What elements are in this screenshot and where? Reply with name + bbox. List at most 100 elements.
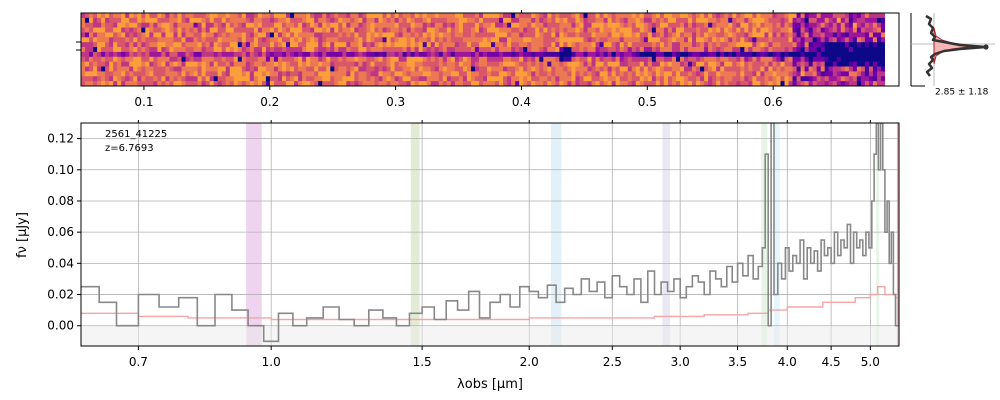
heatmap-cell: [756, 61, 761, 67]
heatmap-cell: [756, 71, 761, 77]
heatmap-cell: [780, 61, 785, 67]
heatmap-cell: [704, 17, 709, 24]
heatmap-cell: [189, 42, 194, 48]
heatmap-cell: [760, 61, 765, 67]
heatmap-cell: [539, 27, 544, 33]
heatmap-cell: [430, 47, 436, 53]
heatmap-cell: [470, 66, 476, 72]
heatmap-cell: [667, 76, 673, 82]
heatmap-cell: [458, 13, 464, 19]
heatmap-cell: [503, 22, 508, 28]
heatmap-cell: [201, 61, 207, 67]
heatmap-cell: [607, 27, 613, 33]
heatmap-cell: [229, 71, 235, 77]
heatmap-cell: [876, 17, 882, 24]
heatmap-cell: [362, 42, 367, 48]
heatmap-cell: [470, 51, 476, 58]
heatmap-cell: [330, 56, 335, 62]
heatmap-cell: [306, 22, 311, 28]
x-axis-label: λobs [μm]: [457, 377, 523, 392]
heatmap-cell: [579, 81, 584, 86]
heatmap-cell: [491, 32, 496, 38]
heatmap-cell: [342, 27, 347, 33]
heatmap-cell: [338, 22, 343, 28]
heatmap-cell: [812, 13, 818, 19]
heatmap-cell: [736, 32, 741, 38]
heatmap-cell: [820, 61, 826, 67]
heatmap-cell: [696, 37, 701, 43]
heatmap-cell: [458, 27, 464, 33]
heatmap-cell: [523, 42, 528, 48]
heatmap-cell: [197, 37, 202, 43]
heatmap-cell: [97, 22, 102, 28]
heatmap-cell: [483, 56, 488, 62]
heatmap-cell: [583, 47, 588, 53]
heatmap-cell: [470, 47, 476, 53]
heatmap-cell: [828, 56, 834, 62]
heatmap-cell: [434, 13, 440, 19]
heatmap-cell: [551, 61, 556, 67]
heatmap-cell: [113, 42, 118, 48]
heatmap-cell: [740, 61, 745, 67]
heatmap-cell: [197, 22, 202, 28]
heatmap-cell: [579, 47, 584, 53]
heatmap-cell: [470, 22, 476, 28]
heatmap-cell: [290, 13, 295, 19]
heatmap-cell: [523, 13, 528, 19]
heatmap-cell: [446, 66, 452, 72]
heatmap-cell: [382, 37, 387, 43]
heatmap-cell: [587, 13, 592, 19]
heatmap-cell: [527, 13, 532, 19]
heatmap-cell: [245, 71, 251, 77]
heatmap-cell: [378, 42, 383, 48]
heatmap-cell: [667, 51, 673, 58]
heatmap-cell: [535, 42, 540, 48]
heatmap-cell: [145, 71, 150, 77]
heatmap-cell: [169, 56, 174, 62]
heatmap-cell: [362, 32, 367, 38]
heatmap-cell: [527, 47, 532, 53]
heatmap-cell: [173, 76, 178, 82]
heatmap-cell: [800, 76, 805, 82]
heatmap-cell: [378, 81, 383, 86]
heatmap-cell: [507, 42, 512, 48]
heatmap-cell: [575, 37, 580, 43]
heatmap-cell: [237, 22, 243, 28]
heatmap-cell: [277, 61, 283, 67]
heatmap-cell: [816, 56, 822, 62]
heatmap-cell: [663, 37, 669, 43]
heatmap-cell: [599, 76, 604, 82]
heatmap-cell: [358, 66, 363, 72]
heatmap-cell: [253, 56, 259, 62]
heatmap-cell: [418, 51, 424, 58]
heatmap-cell: [844, 27, 850, 33]
heatmap-cell: [780, 17, 785, 24]
heatmap-cell: [81, 27, 86, 33]
heatmap-cell: [362, 81, 367, 86]
heatmap-cell: [85, 76, 90, 82]
heatmap-cell: [868, 81, 874, 86]
heatmap-cell: [237, 66, 243, 72]
heatmap-cell: [245, 37, 251, 43]
heatmap-cell: [277, 81, 283, 86]
heatmap-cell: [844, 32, 850, 38]
heatmap-cell: [491, 81, 496, 86]
heatmap-cell: [515, 51, 520, 58]
heatmap-cell: [788, 27, 793, 33]
heatmap-cell: [844, 61, 850, 67]
heatmap-cell: [764, 32, 769, 38]
heatmap-cell: [229, 47, 235, 53]
heatmap-cell: [732, 61, 737, 67]
heatmap-cell: [728, 71, 733, 77]
heatmap-cell: [535, 76, 540, 82]
heatmap-cell: [880, 27, 885, 33]
heatmap-cell: [290, 27, 295, 33]
heatmap-cell: [752, 27, 757, 33]
heatmap-cell: [804, 81, 810, 86]
heatmap-cell: [591, 42, 596, 48]
heatmap-cell: [290, 42, 295, 48]
heatmap-cell: [253, 37, 259, 43]
heatmap-cell: [418, 17, 424, 24]
heatmap-cell: [125, 42, 130, 48]
heatmap-cell: [519, 42, 524, 48]
